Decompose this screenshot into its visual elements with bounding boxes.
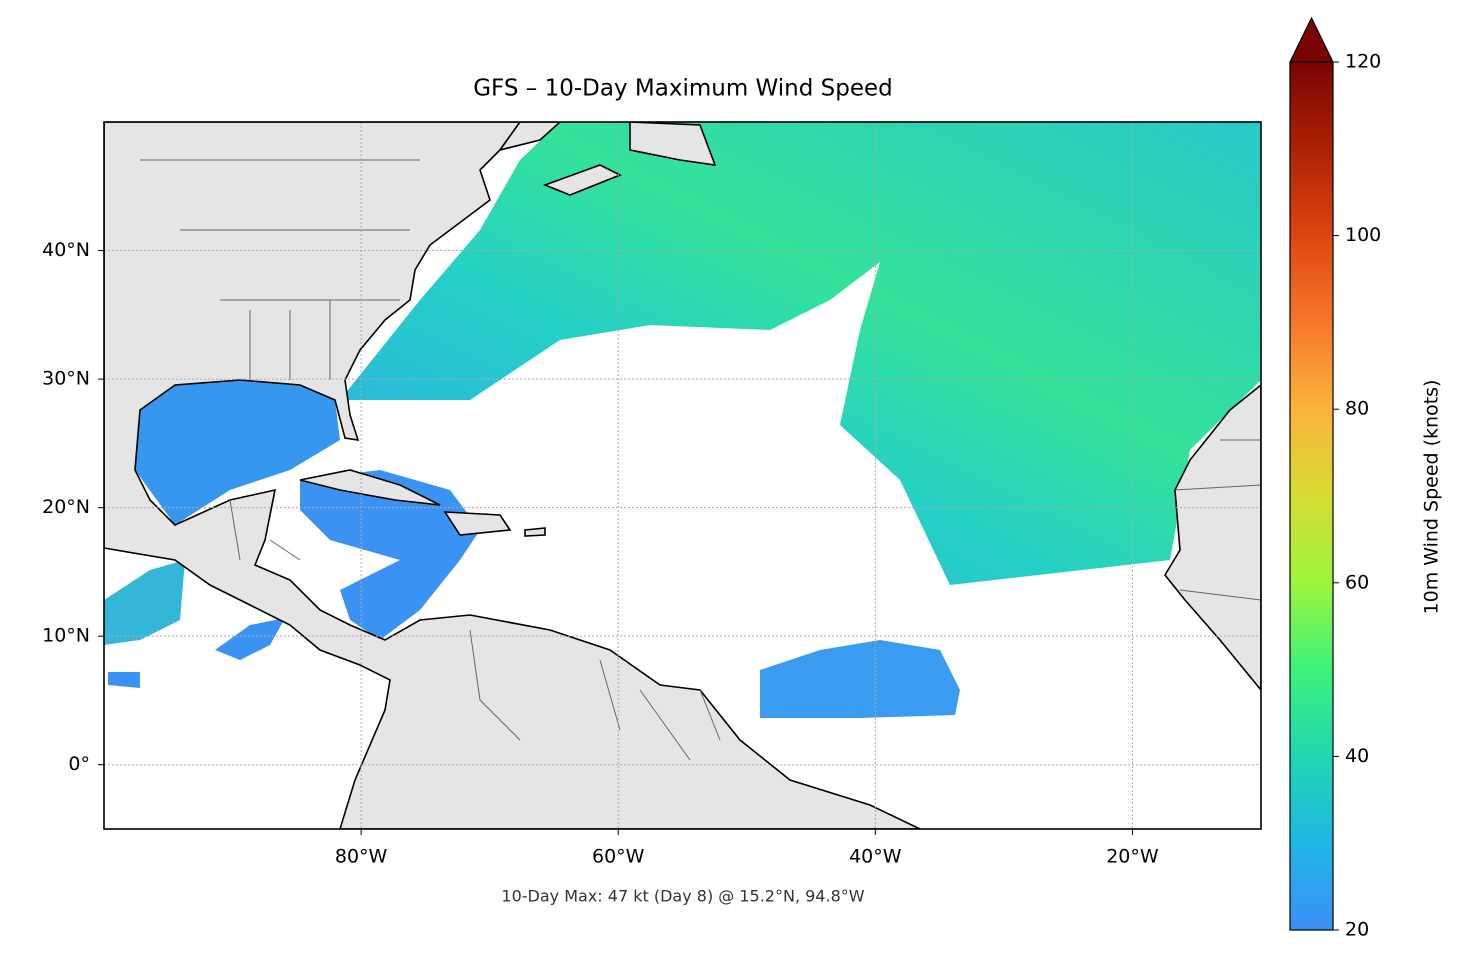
wind-field: [760, 640, 960, 718]
wind-field: [340, 122, 1261, 585]
y-tick-label: 40°N: [42, 239, 90, 261]
land: [498, 122, 562, 152]
land: [1164, 383, 1261, 692]
x-tick-label: 80°W: [335, 846, 388, 868]
wind-field: [108, 672, 140, 688]
colorbar-tick-label: 80: [1345, 398, 1369, 420]
land: [443, 511, 512, 536]
wind-field: [300, 470, 480, 640]
land: [524, 527, 546, 537]
y-tick-label: 0°: [68, 753, 90, 775]
borders: [140, 159, 1261, 761]
footnote: 10-Day Max: 47 kt (Day 8) @ 15.2°N, 94.8…: [501, 887, 864, 906]
wind-field: [135, 380, 340, 525]
colorbar-extend: [1289, 16, 1334, 63]
colorbar-frame: [1289, 61, 1334, 931]
land: [104, 122, 921, 829]
colorbar-tick-label: 100: [1345, 224, 1381, 246]
x-tick-label: 60°W: [592, 846, 645, 868]
map: [104, 122, 1261, 829]
colorbar-tick-label: 40: [1345, 745, 1369, 767]
x-tick-label: 40°W: [849, 846, 902, 868]
land: [299, 469, 441, 506]
colorbar-tick-label: 60: [1345, 571, 1369, 593]
colorbar-tick-label: 120: [1345, 51, 1381, 73]
wind-field: [215, 618, 285, 660]
y-tick-label: 20°N: [42, 496, 90, 518]
y-tick-label: 30°N: [42, 368, 90, 390]
y-tick-label: 10°N: [42, 625, 90, 647]
x-tick-label: 20°W: [1106, 846, 1159, 868]
colorbar-label: 10m Wind Speed (knots): [1421, 380, 1443, 615]
map-frame: [103, 121, 1262, 830]
land: [542, 164, 622, 196]
wind-field: [104, 560, 185, 645]
colorbar-tick-label: 20: [1345, 919, 1369, 941]
colorbar: [1290, 62, 1333, 930]
land: [629, 122, 717, 166]
title: GFS – 10-Day Maximum Wind Speed: [473, 76, 893, 102]
